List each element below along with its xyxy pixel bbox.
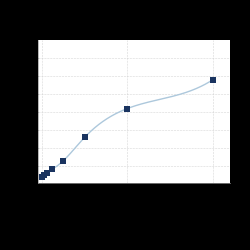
Y-axis label: OD: OD [16,106,21,116]
Point [50,167,54,171]
Point [61,159,65,163]
Point [82,136,86,140]
Point [42,173,46,177]
Point [45,171,49,175]
Point [211,78,215,82]
Point [125,106,129,110]
X-axis label: Mouse Protein max
Concentration (ng/ml): Mouse Protein max Concentration (ng/ml) [99,193,168,204]
Point [40,175,44,179]
